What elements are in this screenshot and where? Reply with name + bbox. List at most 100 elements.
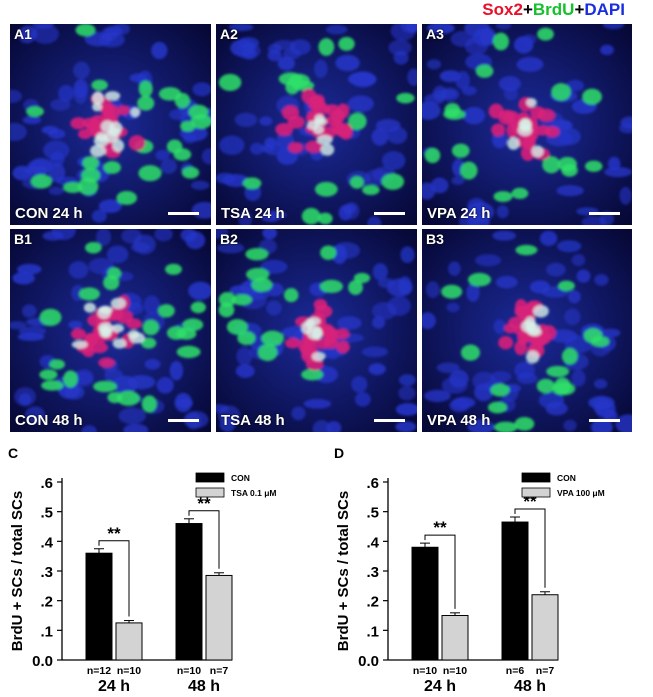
dapi-nucleus: [143, 295, 160, 315]
dapi-nucleus: [576, 269, 591, 283]
brdu-cell: [349, 176, 364, 189]
dapi-nucleus: [539, 230, 558, 246]
brdu-cell: [141, 395, 157, 413]
dapi-nucleus: [22, 116, 42, 125]
brdu-cell: [444, 102, 461, 118]
brdu-cell: [492, 32, 509, 51]
dapi-nucleus: [155, 149, 170, 161]
sox2-cell: [491, 123, 506, 137]
colabeled-cell: [533, 304, 549, 318]
dapi-nucleus: [425, 281, 440, 299]
brdu-cell: [182, 318, 204, 332]
colabeled-cell: [112, 139, 125, 153]
dapi-nucleus: [400, 246, 415, 264]
sox2-cell: [331, 109, 346, 123]
dapi-nucleus: [496, 205, 509, 219]
dapi-nucleus: [48, 163, 66, 183]
dapi-nucleus: [277, 56, 296, 71]
brdu-cell: [460, 344, 481, 361]
brdu-cell: [511, 187, 529, 199]
colabeled-cell: [526, 97, 537, 108]
condition-label: CON 48 h: [15, 412, 83, 429]
dapi-nucleus: [492, 230, 517, 241]
panel-tag: A2: [220, 26, 238, 42]
brdu-cell: [278, 72, 303, 86]
brdu-cell: [30, 174, 53, 189]
colabeled-cell: [110, 297, 126, 310]
dapi-nucleus: [64, 384, 85, 400]
brdu-cell: [494, 421, 518, 432]
dapi-nucleus: [395, 402, 417, 416]
dapi-nucleus: [398, 385, 416, 401]
dapi-nucleus: [32, 24, 55, 29]
stain-label-brdu: BrdU: [532, 0, 575, 19]
dapi-nucleus: [18, 393, 32, 406]
dapi-nucleus: [312, 420, 332, 432]
dapi-nucleus: [201, 148, 211, 165]
dapi-nucleus: [84, 31, 113, 47]
brdu-cell: [490, 383, 510, 397]
colabeled-cell: [92, 91, 104, 105]
brdu-cell: [396, 92, 415, 104]
condition-label: TSA 48 h: [221, 412, 285, 429]
significance-label: **: [197, 494, 211, 513]
y-tick-label: .3: [366, 564, 379, 581]
dapi-nucleus: [133, 234, 156, 255]
dapi-nucleus: [466, 283, 480, 302]
dapi-nucleus: [219, 135, 245, 155]
dapi-nucleus: [16, 263, 42, 275]
brdu-cell: [140, 337, 157, 349]
sox2-cell: [530, 106, 546, 120]
micrograph-image: [422, 229, 632, 432]
dapi-nucleus: [73, 61, 90, 80]
colabeled-cell: [528, 327, 542, 337]
dapi-nucleus: [422, 101, 441, 120]
brdu-cell: [190, 301, 206, 314]
scale-bar: [374, 419, 405, 422]
dapi-nucleus: [112, 375, 138, 394]
dapi-nucleus: [43, 140, 70, 160]
dapi-nucleus: [192, 82, 211, 97]
y-tick-label: 0.0: [358, 653, 379, 670]
brdu-cell: [301, 368, 324, 381]
y-tick-label: .5: [366, 505, 379, 522]
brdu-cell: [157, 304, 175, 318]
brdu-cell: [584, 160, 603, 172]
y-axis-label: BrdU + SCs / total SCs: [335, 491, 352, 651]
colabeled-cell: [101, 327, 112, 338]
dapi-nucleus: [594, 274, 609, 286]
brdu-cell: [317, 212, 333, 225]
brdu-cell: [515, 244, 538, 256]
dapi-nucleus: [590, 418, 613, 432]
scale-bar: [589, 212, 620, 215]
dapi-nucleus: [545, 401, 568, 416]
colabeled-cell: [71, 340, 88, 349]
dapi-nucleus: [446, 302, 460, 313]
dapi-nucleus: [267, 49, 282, 62]
brdu-cell: [487, 401, 508, 414]
scale-bar: [374, 212, 405, 215]
brdu-cell: [319, 279, 344, 294]
dapi-nucleus: [571, 369, 586, 387]
brdu-cell: [551, 83, 571, 101]
dapi-nucleus: [467, 419, 495, 432]
brdu-cell: [251, 277, 273, 292]
dapi-nucleus: [422, 312, 436, 330]
colabeled-cell: [96, 132, 108, 142]
brdu-cell: [116, 190, 138, 205]
legend-label: CON: [557, 473, 576, 483]
colabeled-cell: [507, 137, 520, 150]
dapi-nucleus: [235, 42, 261, 59]
dapi-nucleus: [475, 254, 502, 267]
significance-label: **: [107, 524, 121, 543]
micrograph-panel: A3 VPA 24 h: [422, 24, 632, 225]
dapi-nucleus: [10, 321, 27, 330]
dapi-nucleus: [219, 417, 236, 432]
brdu-cell: [551, 382, 576, 396]
y-axis-label: BrdU + SCs / total SCs: [9, 491, 26, 651]
panel-tag: B3: [426, 231, 444, 247]
dapi-nucleus: [381, 151, 406, 171]
dapi-nucleus: [50, 98, 71, 111]
sox2-cell: [523, 132, 537, 147]
legend-label: CON: [231, 473, 250, 483]
